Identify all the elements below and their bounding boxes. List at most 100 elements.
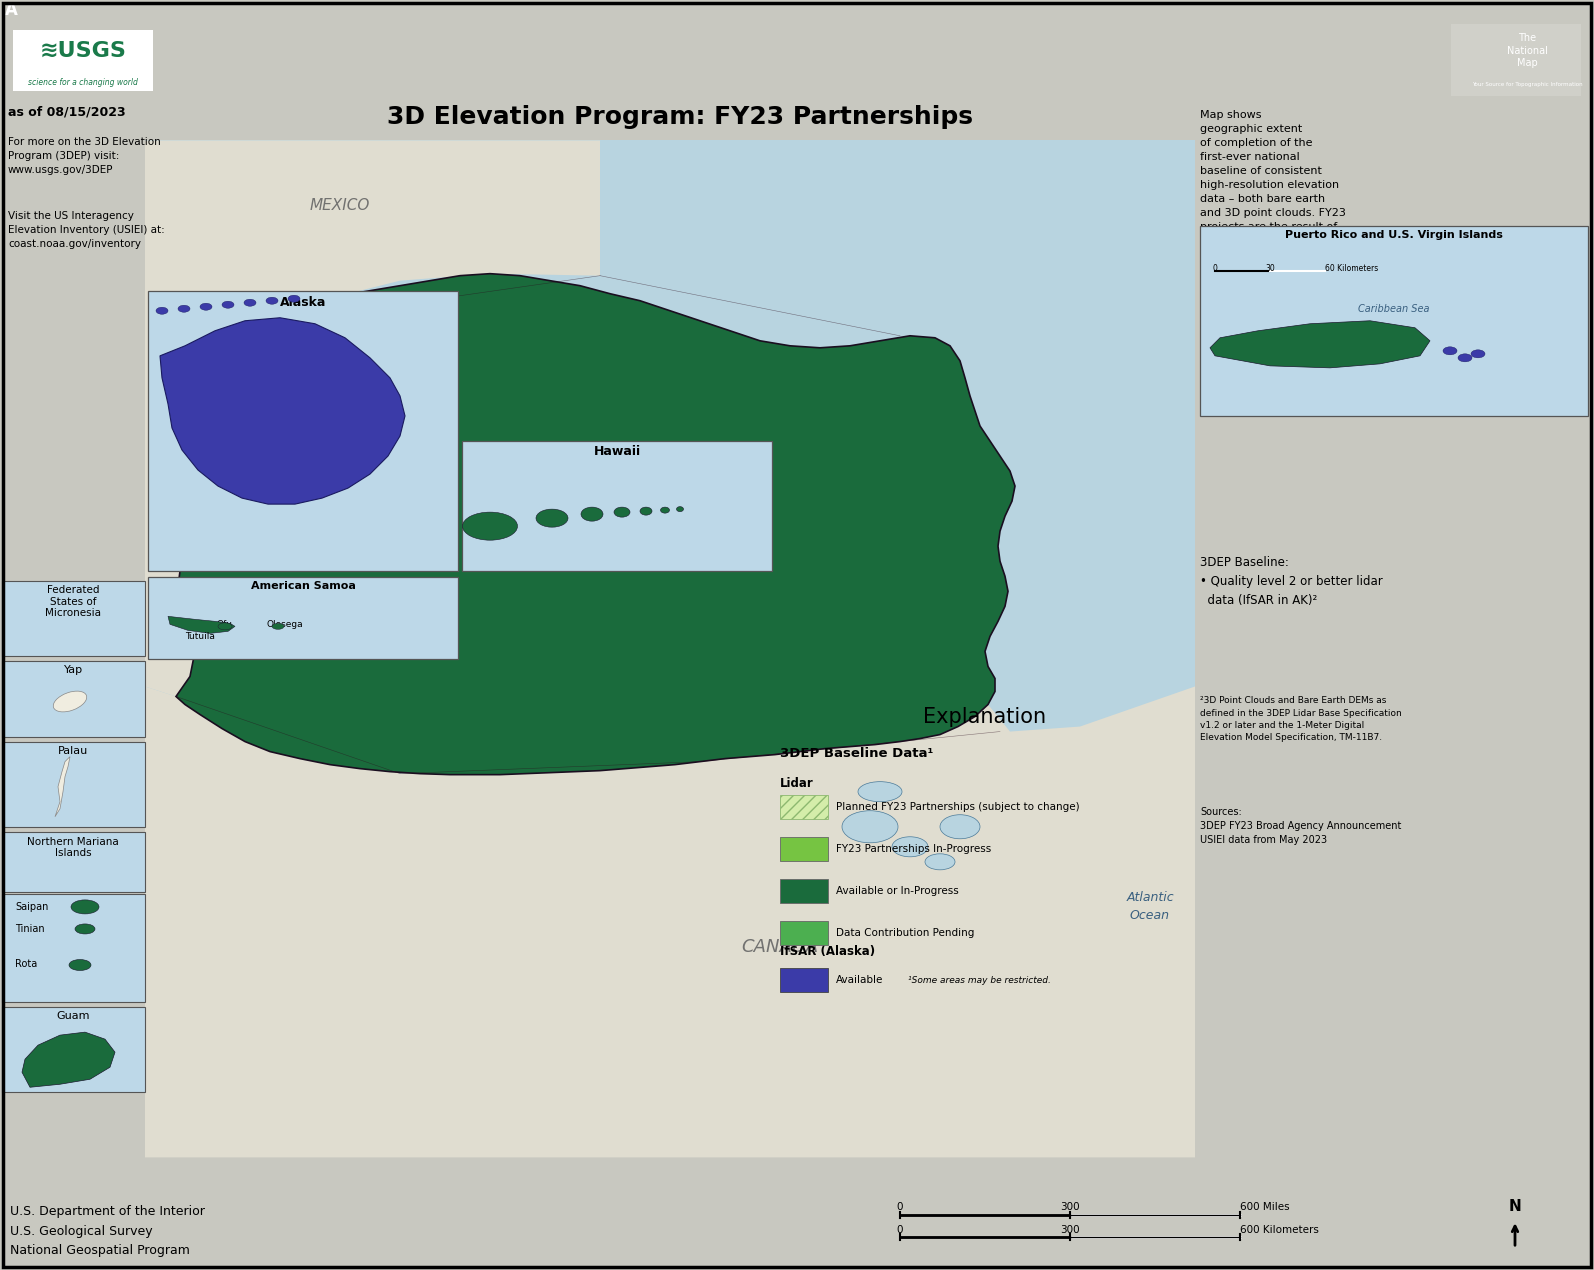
Ellipse shape [580,507,603,521]
FancyBboxPatch shape [779,921,827,945]
FancyBboxPatch shape [13,30,153,90]
Polygon shape [175,273,1015,775]
Text: ≋USGS: ≋USGS [40,41,126,61]
Text: Caribbean Sea: Caribbean Sea [1358,304,1430,314]
Text: Olosega: Olosega [266,620,303,630]
Text: Pacific
Ocean: Pacific Ocean [38,589,83,624]
FancyBboxPatch shape [2,832,145,892]
Text: 600 Miles: 600 Miles [1240,1203,1290,1213]
Text: U.S. Department of the Interior
U.S. Geological Survey
National Geospatial Progr: U.S. Department of the Interior U.S. Geo… [10,1205,206,1257]
Bar [145,141,1196,1157]
Ellipse shape [1459,354,1471,362]
Ellipse shape [273,624,284,630]
Polygon shape [159,318,405,504]
Text: 0: 0 [897,1203,904,1213]
FancyBboxPatch shape [2,894,145,1002]
Ellipse shape [1471,349,1486,358]
Text: Alaska: Alaska [281,296,327,309]
FancyBboxPatch shape [2,1007,145,1092]
Ellipse shape [660,507,669,513]
Text: Your Source for Topographic Information: Your Source for Topographic Information [1471,81,1583,86]
Text: Guam: Guam [57,1011,91,1021]
FancyBboxPatch shape [1200,226,1588,417]
Ellipse shape [536,509,567,527]
Polygon shape [145,687,1196,1157]
Text: Palau: Palau [59,745,89,756]
FancyBboxPatch shape [779,879,827,903]
Ellipse shape [266,297,277,305]
Text: 0: 0 [1213,264,1218,273]
Text: N: N [1508,1199,1521,1214]
Text: A: A [5,1,18,19]
Ellipse shape [893,837,928,857]
Text: 30: 30 [1266,264,1275,273]
Text: Yap: Yap [64,665,83,676]
Polygon shape [167,616,234,634]
FancyBboxPatch shape [148,291,457,572]
Text: Puerto Rico and U.S. Virgin Islands: Puerto Rico and U.S. Virgin Islands [1285,230,1503,240]
Ellipse shape [222,301,234,309]
Text: Federated
States of
Micronesia: Federated States of Micronesia [46,585,102,618]
Ellipse shape [462,512,518,540]
Polygon shape [56,757,70,817]
Text: 300: 300 [1060,1203,1079,1213]
Text: Tutuila: Tutuila [185,632,215,641]
Text: Map shows
geographic extent
of completion of the
first-ever national
baseline of: Map shows geographic extent of completio… [1200,110,1356,316]
Ellipse shape [842,810,897,843]
FancyBboxPatch shape [2,582,145,657]
Text: Northern Mariana
Islands: Northern Mariana Islands [27,837,120,859]
Text: Tinian: Tinian [14,925,45,933]
Text: 300: 300 [1060,1226,1079,1236]
Ellipse shape [244,300,257,306]
Text: CANADA: CANADA [741,939,819,956]
Text: Saipan: Saipan [14,902,48,912]
Ellipse shape [156,307,167,314]
Ellipse shape [199,304,212,310]
FancyBboxPatch shape [2,662,145,737]
Ellipse shape [641,507,652,516]
Text: Lidar: Lidar [779,777,815,790]
FancyBboxPatch shape [779,837,827,861]
Ellipse shape [614,507,630,517]
Text: Hawaii: Hawaii [593,444,641,458]
Text: MEXICO: MEXICO [309,198,370,213]
Ellipse shape [75,925,96,933]
FancyBboxPatch shape [2,742,145,827]
FancyBboxPatch shape [1451,24,1581,97]
Text: Sources:
3DEP FY23 Broad Agency Announcement
USIEI data from May 2023: Sources: 3DEP FY23 Broad Agency Announce… [1200,806,1401,845]
Ellipse shape [218,622,233,630]
Text: 600 Kilometers: 600 Kilometers [1240,1226,1318,1236]
FancyBboxPatch shape [148,578,457,659]
Text: The
National
Map: The National Map [1506,33,1548,69]
Text: ²3D Point Clouds and Bare Earth DEMs as
defined in the 3DEP Lidar Base Specifica: ²3D Point Clouds and Bare Earth DEMs as … [1200,696,1401,742]
Ellipse shape [858,781,902,801]
Text: 0: 0 [897,1226,904,1236]
Text: 3DEP Baseline:
• Quality level 2 or better lidar
  data (IfSAR in AK)²: 3DEP Baseline: • Quality level 2 or bett… [1200,556,1382,607]
Ellipse shape [69,960,91,970]
Ellipse shape [925,853,955,870]
Text: as of 08/15/2023: as of 08/15/2023 [8,105,126,118]
Text: For more on the 3D Elevation
Program (3DEP) visit:
www.usgs.gov/3DEP: For more on the 3D Elevation Program (3D… [8,137,161,175]
Text: Available: Available [835,975,883,986]
Text: Ofu: Ofu [217,620,233,630]
Ellipse shape [179,305,190,312]
FancyBboxPatch shape [779,795,827,819]
Polygon shape [22,1033,115,1087]
Text: Data Contribution Pending: Data Contribution Pending [835,928,974,939]
Text: FY23 Partnerships In-Progress: FY23 Partnerships In-Progress [835,843,991,853]
Text: ¹Some areas may be restricted.: ¹Some areas may be restricted. [909,975,1050,984]
Text: Rota: Rota [14,959,37,969]
Ellipse shape [676,507,684,512]
Text: Explanation: Explanation [923,706,1047,726]
Polygon shape [145,141,599,696]
Text: Available or In-Progress: Available or In-Progress [835,886,958,895]
Text: IfSAR (Alaska): IfSAR (Alaska) [779,945,875,958]
Ellipse shape [53,691,86,712]
Text: 3DEP Baseline Data¹: 3DEP Baseline Data¹ [779,747,934,759]
Text: Atlantic
Ocean: Atlantic Ocean [1127,892,1173,922]
FancyBboxPatch shape [462,441,771,572]
Text: science for a changing world: science for a changing world [29,79,137,88]
Text: 60 Kilometers: 60 Kilometers [1325,264,1379,273]
Text: American Samoa: American Samoa [250,582,355,592]
Polygon shape [1210,321,1430,368]
